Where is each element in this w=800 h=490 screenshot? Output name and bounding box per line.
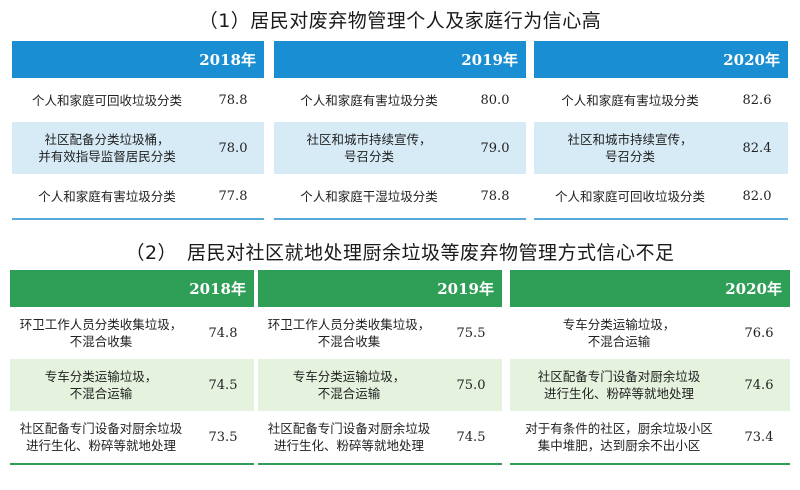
table-row: 个人和家庭可回收垃圾分类 82.0 [534,174,788,218]
table-row: 社区配备专门设备对厨余垃圾 进行生化、粉碎等就地处理 74.6 [510,359,790,411]
row-value: 82.6 [742,92,772,108]
section2-panel-2020: 2020年 专车分类运输垃圾， 不混合运输 76.6 社区配备专门设备对厨余垃圾进… [510,270,790,465]
panel-year-header: 2020年 [510,270,790,307]
row-value: 74.5 [456,429,486,445]
row-label: 个人和家庭可回收垃圾分类 [554,188,705,204]
row-label: 社区配备专门设备对厨余垃圾 进行生化、粉碎等就地处理 [19,421,183,453]
table-row: 对于有条件的社区，厨余垃圾小区 集中堆肥，达到厨余不出小区 73.4 [510,411,790,463]
row-value: 75.5 [456,325,486,341]
row-value: 82.4 [742,140,772,156]
row-label: 专车分类运输垃圾， 不混合运输 [292,369,406,401]
section1-panel-2019: 2019年 个人和家庭有害垃圾分类 80.0 社区和城市持续宣传， 号召分类 79… [274,41,526,220]
table-row: 社区配备分类垃圾桶， 并有效指导监督居民分类 78.0 [12,122,264,174]
table-row: 个人和家庭有害垃圾分类 77.8 [12,174,264,218]
row-label: 专车分类运输垃圾， 不混合运输 [44,369,158,401]
row-value: 76.6 [744,325,774,341]
panel-year-header: 2020年 [534,41,788,78]
row-label: 对于有条件的社区，厨余垃圾小区 集中堆肥，达到厨余不出小区 [525,421,713,453]
table-row: 专车分类运输垃圾， 不混合运输 74.5 [10,359,254,411]
row-label: 个人和家庭有害垃圾分类 [300,92,438,108]
row-label: 个人和家庭可回收垃圾分类 [31,92,182,108]
row-value: 74.8 [208,325,238,341]
row-label: 社区配备专门设备对厨余垃圾 进行生化、粉碎等就地处理 [267,421,431,453]
section1-panel-2020: 2020年 个人和家庭有害垃圾分类 82.6 社区和城市持续宣传， 号召分类 82… [534,41,788,220]
table-row: 专车分类运输垃圾， 不混合运输 76.6 [510,307,790,359]
row-label: 环卫工作人员分类收集垃圾， 不混合收集 [267,317,431,349]
row-label: 社区配备专门设备对厨余垃圾 进行生化、粉碎等就地处理 [537,369,701,401]
row-value: 73.4 [744,429,774,445]
row-label: 社区和城市持续宣传， 号召分类 [567,132,693,164]
table-row: 个人和家庭有害垃圾分类 82.6 [534,78,788,122]
table-row: 专车分类运输垃圾， 不混合运输 75.0 [258,359,502,411]
row-value: 74.6 [744,377,774,393]
row-label: 个人和家庭干湿垃圾分类 [300,188,438,204]
table-row: 社区配备专门设备对厨余垃圾 进行生化、粉碎等就地处理 74.5 [258,411,502,463]
row-value: 78.8 [480,188,510,204]
row-value: 75.0 [456,377,486,393]
section2-panel-2018: 2018年 环卫工作人员分类收集垃圾， 不混合收集 74.8 专车分类运输垃圾，不… [10,270,254,465]
table-row: 社区配备专门设备对厨余垃圾 进行生化、粉碎等就地处理 73.5 [10,411,254,463]
row-value: 77.8 [218,188,248,204]
table-row: 个人和家庭有害垃圾分类 80.0 [274,78,526,122]
row-value: 80.0 [480,92,510,108]
row-label: 个人和家庭有害垃圾分类 [38,188,176,204]
panel-year-header: 2018年 [10,270,254,307]
row-label: 环卫工作人员分类收集垃圾， 不混合收集 [19,317,183,349]
table-row: 社区和城市持续宣传， 号召分类 82.4 [534,122,788,174]
table-row: 个人和家庭可回收垃圾分类 78.8 [12,78,264,122]
row-label: 社区和城市持续宣传， 号召分类 [306,132,432,164]
row-label: 个人和家庭有害垃圾分类 [561,92,699,108]
row-value: 79.0 [480,140,510,156]
row-value: 78.8 [218,92,248,108]
panel-year-header: 2019年 [274,41,526,78]
table-row: 个人和家庭干湿垃圾分类 78.8 [274,174,526,218]
panel-year-header: 2018年 [12,41,264,78]
section1-title: （1）居民对废弃物管理个人及家庭行为信心高 [198,10,602,32]
section1-panel-2018: 2018年 个人和家庭可回收垃圾分类 78.8 社区配备分类垃圾桶， 并有效指导监… [12,41,264,220]
row-label: 社区配备分类垃圾桶， 并有效指导监督居民分类 [38,132,176,164]
row-value: 78.0 [218,140,248,156]
row-value: 74.5 [208,377,238,393]
table-row: 环卫工作人员分类收集垃圾， 不混合收集 75.5 [258,307,502,359]
table-row: 环卫工作人员分类收集垃圾， 不混合收集 74.8 [10,307,254,359]
row-value: 82.0 [742,188,772,204]
row-label: 专车分类运输垃圾， 不混合运输 [562,317,676,349]
panel-year-header: 2019年 [258,270,502,307]
table-row: 社区和城市持续宣传， 号召分类 79.0 [274,122,526,174]
row-value: 73.5 [208,429,238,445]
section2-panel-2019: 2019年 环卫工作人员分类收集垃圾， 不混合收集 75.5 专车分类运输垃圾，不… [258,270,502,465]
section2-title: （2） 居民对社区就地处理厨余垃圾等废弃物管理方式信心不足 [125,242,675,264]
